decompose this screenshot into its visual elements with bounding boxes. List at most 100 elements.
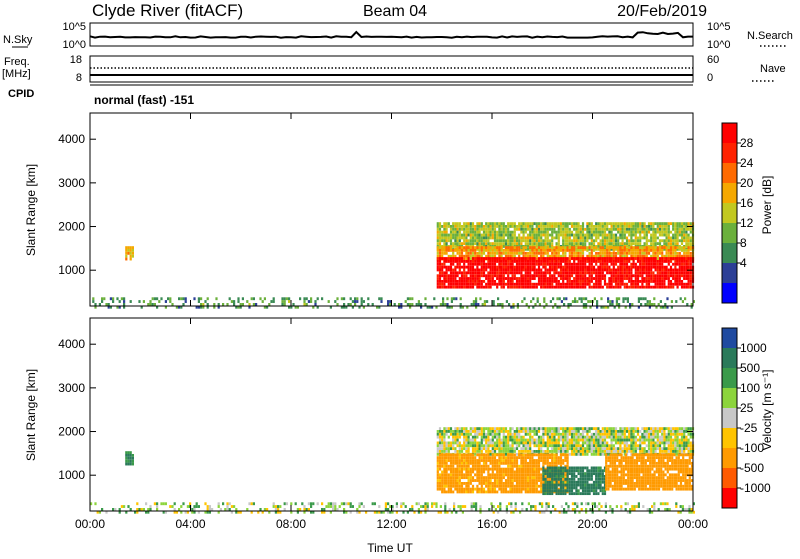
velocity-cell [593,442,595,445]
power-cell [573,228,575,231]
power-cell [556,280,558,283]
power-cell [638,297,640,300]
velocity-cell [515,508,517,511]
power-cell [534,286,536,289]
velocity-cell [437,453,439,456]
velocity-cell [545,442,547,445]
power-cell [628,266,630,269]
power-cell [367,297,369,300]
power-cell [439,266,441,269]
power-cell [538,266,540,269]
velocity-cell [459,453,461,456]
power-cell [582,246,584,249]
velocity-cell [547,427,549,430]
velocity-cell [114,508,116,511]
velocity-cell [641,442,643,445]
velocity-cell [332,508,334,511]
power-cell [584,286,586,289]
power-cell [564,257,566,260]
velocity-cell [470,479,472,482]
power-cell [549,242,551,245]
velocity-cell [646,444,648,447]
power-cell [514,286,516,289]
power-cell [534,274,536,277]
power-cell [681,269,683,272]
velocity-cell [510,502,512,505]
velocity-cell [527,444,529,447]
power-cell [626,274,628,277]
velocity-cell [443,459,445,462]
power-cell [553,225,555,228]
power-cell [591,286,593,289]
velocity-cell [575,427,577,430]
power-cell [485,242,487,245]
power-cell [633,242,635,245]
velocity-cell [672,427,674,430]
power-cell [459,222,461,225]
power-cell [213,303,215,306]
velocity-cell [523,430,525,433]
velocity-cell [553,427,555,430]
velocity-cell [529,444,531,447]
power-cell [472,222,474,225]
power-cell [487,271,489,274]
power-cell [437,242,439,245]
power-cell [538,274,540,277]
velocity-cell [481,447,483,450]
power-cell [516,257,518,260]
velocity-cell [580,444,582,447]
power-cell [498,228,500,231]
velocity-cell [483,436,485,439]
power-cell [472,286,474,289]
power-cell [659,263,661,266]
velocity-cell [663,430,665,433]
velocity-cell [468,482,470,485]
power-cell [523,257,525,260]
velocity-cell [521,508,523,511]
velocity-cell [573,430,575,433]
velocity-cell [437,485,439,488]
velocity-cell [472,491,474,494]
power-cell [509,280,511,283]
power-cell [509,225,511,228]
velocity-cell [483,456,485,459]
power-cell [586,249,588,252]
power-cell [485,234,487,237]
power-cell [639,239,641,242]
power-cell [471,303,473,306]
power-cell [688,222,690,225]
power-cell [441,252,443,255]
velocity-cell [496,476,498,479]
velocity-cell [301,502,303,505]
velocity-cell [589,447,591,450]
velocity-cell [457,479,459,482]
power-cell [569,239,571,242]
velocity-cell [472,444,474,447]
power-cell [666,231,668,234]
velocity-cell [310,505,312,508]
power-cell [602,271,604,274]
power-cell [624,228,626,231]
power-cell [624,266,626,269]
power-cell [545,280,547,283]
power-cell [551,239,553,242]
power-cell [657,269,659,272]
velocity-cell [481,491,483,494]
velocity-cell [494,473,496,476]
velocity-cell [481,465,483,468]
power-cell [516,249,518,252]
power-cell [459,269,461,272]
velocity-cell [545,508,547,511]
power-cell [450,271,452,274]
velocity-cell [358,502,360,505]
power-cell [523,225,525,228]
power-cell [580,246,582,249]
power-cell [536,239,538,242]
power-cell [527,252,529,255]
power-cell [671,300,673,303]
velocity-cell [443,436,445,439]
power-cell [661,280,663,283]
velocity-cell [457,505,459,508]
velocity-cell [591,427,593,430]
power-cell [639,228,641,231]
